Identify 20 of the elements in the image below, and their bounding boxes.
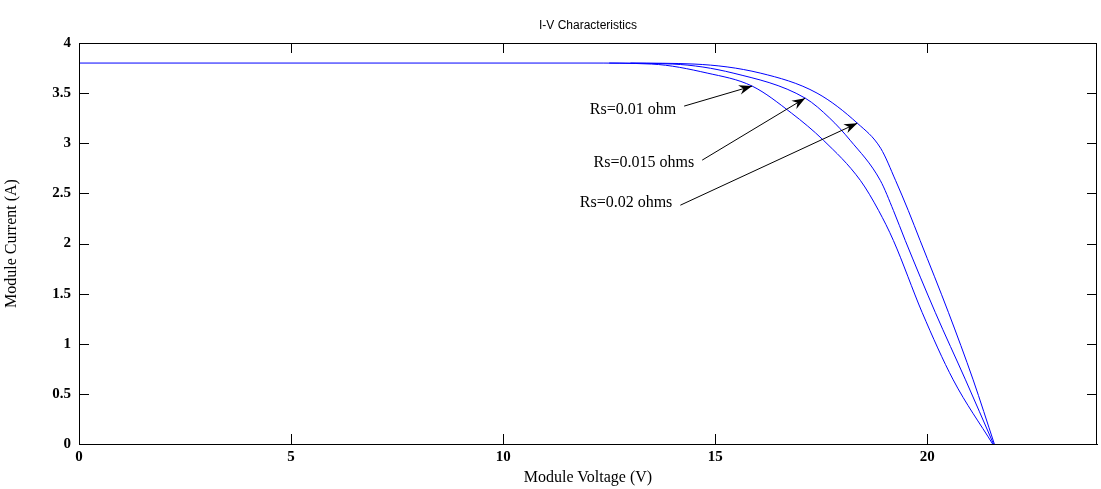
y-tick-label: 2.5 xyxy=(52,184,71,201)
y-tick-label: 1.5 xyxy=(52,284,71,301)
x-tick-label: 5 xyxy=(287,447,295,464)
x-axis-title: Module Voltage (V) xyxy=(523,467,653,486)
annotation: Rs=0.015 ohms xyxy=(593,153,695,171)
y-tick-label: 3 xyxy=(63,134,71,151)
chart-title: I-V Characteristics xyxy=(538,18,638,33)
y-tick-label: 0 xyxy=(63,434,71,451)
annotation: Rs=0.01 ohm xyxy=(589,100,677,118)
y-tick-label: 0.5 xyxy=(52,384,71,401)
y-tick-label: 4 xyxy=(63,33,72,50)
x-tick-label: 15 xyxy=(707,447,723,464)
y-axis-title: Module Current (A) xyxy=(1,179,20,308)
y-tick-label: 2 xyxy=(63,234,71,251)
x-tick-label: 10 xyxy=(495,447,511,464)
annotation: Rs=0.02 ohms xyxy=(579,193,673,211)
y-tick-label: 3.5 xyxy=(52,84,71,100)
y-tick-label: 1 xyxy=(63,334,71,351)
x-tick-label: 0 xyxy=(75,447,83,464)
x-tick-label: 20 xyxy=(919,447,935,464)
